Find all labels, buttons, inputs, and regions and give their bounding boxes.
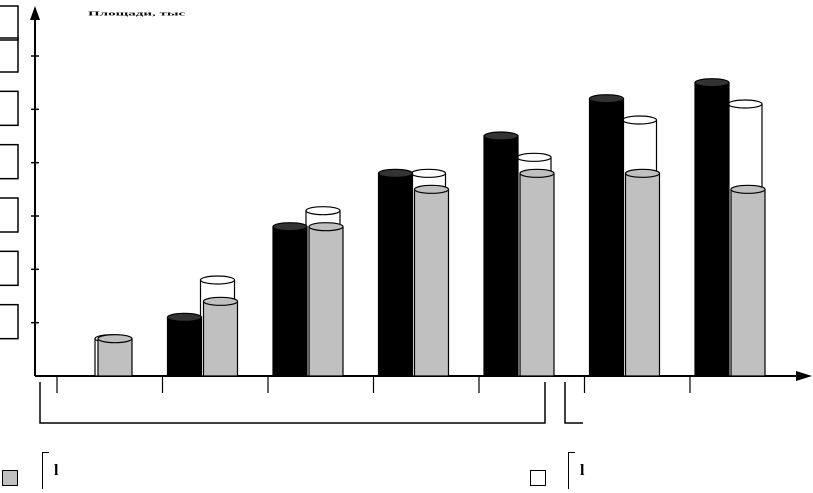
y-tick-label-box — [0, 5, 19, 41]
bar-a-2012 — [588, 94, 625, 377]
axis-bracket-left — [39, 382, 546, 424]
bars — [94, 78, 766, 377]
bar-body — [588, 98, 625, 377]
bar-body — [519, 172, 555, 377]
bar-body — [483, 135, 519, 377]
bar-b-2007 — [97, 334, 133, 377]
bar-top — [621, 115, 658, 125]
bar-top — [624, 168, 661, 178]
x-axis-arrow — [796, 371, 812, 381]
bar-top — [588, 94, 625, 104]
y-tick-label-box — [0, 143, 19, 180]
y-axis-arrow — [30, 6, 40, 20]
bar-body — [730, 188, 766, 377]
y-tick-label-box — [0, 303, 19, 340]
bar-top — [202, 296, 239, 306]
y-axis-label: Площади, тыс — [88, 10, 186, 18]
legend-label-c: l — [580, 462, 585, 479]
y-tick-label-box — [0, 197, 19, 233]
label-mask — [0, 393, 812, 433]
y-ticks — [0, 5, 39, 340]
bar-body — [694, 82, 730, 377]
bar-top — [519, 168, 555, 178]
y-tick-label-box — [0, 37, 19, 73]
bar-top — [694, 78, 730, 88]
y-tick-label-box — [0, 90, 19, 127]
legend-swatch-b — [2, 470, 18, 486]
legend-label-b: l — [54, 462, 59, 479]
bar-a-2009 — [272, 222, 308, 377]
bar-b-2011 — [519, 168, 555, 377]
bar-top — [272, 222, 308, 232]
bar-top — [166, 312, 203, 322]
bar-top — [308, 222, 344, 232]
bar-b-2012 — [624, 168, 661, 377]
bar-body — [308, 226, 344, 377]
legend-swatch-c — [530, 470, 546, 486]
x-ticks: 2007200820092010201120122013 — [0, 376, 812, 433]
bar-top — [413, 184, 450, 194]
bar-b-2013 — [730, 184, 766, 377]
bar-top — [305, 206, 341, 216]
bar-top — [730, 184, 766, 194]
bar-b-2010 — [413, 184, 450, 377]
bar-body — [624, 172, 661, 377]
y-tick-label-box — [0, 250, 19, 287]
bar-top — [483, 131, 519, 141]
bar-top — [410, 168, 447, 178]
bar-a-2010 — [377, 168, 414, 377]
bar-a-2013 — [694, 78, 730, 377]
bar-body — [413, 188, 450, 377]
bar-top — [199, 275, 236, 285]
bar-top — [516, 152, 552, 162]
bar-body — [166, 316, 203, 377]
bar-a-2011 — [483, 131, 519, 377]
bar-top — [377, 168, 414, 178]
bar-body — [272, 226, 308, 377]
bar-body — [202, 300, 239, 377]
bar-b-2009 — [308, 222, 344, 377]
legend-bracket-c — [568, 452, 575, 489]
bar-top — [97, 334, 133, 344]
bar-b-2008 — [202, 296, 239, 377]
bar-a-2008 — [166, 312, 203, 377]
bar-top — [727, 99, 763, 109]
bar-body — [97, 338, 133, 377]
legend-bracket-b — [42, 452, 49, 489]
axis-bracket-right — [564, 382, 583, 424]
bar-body — [377, 172, 414, 377]
